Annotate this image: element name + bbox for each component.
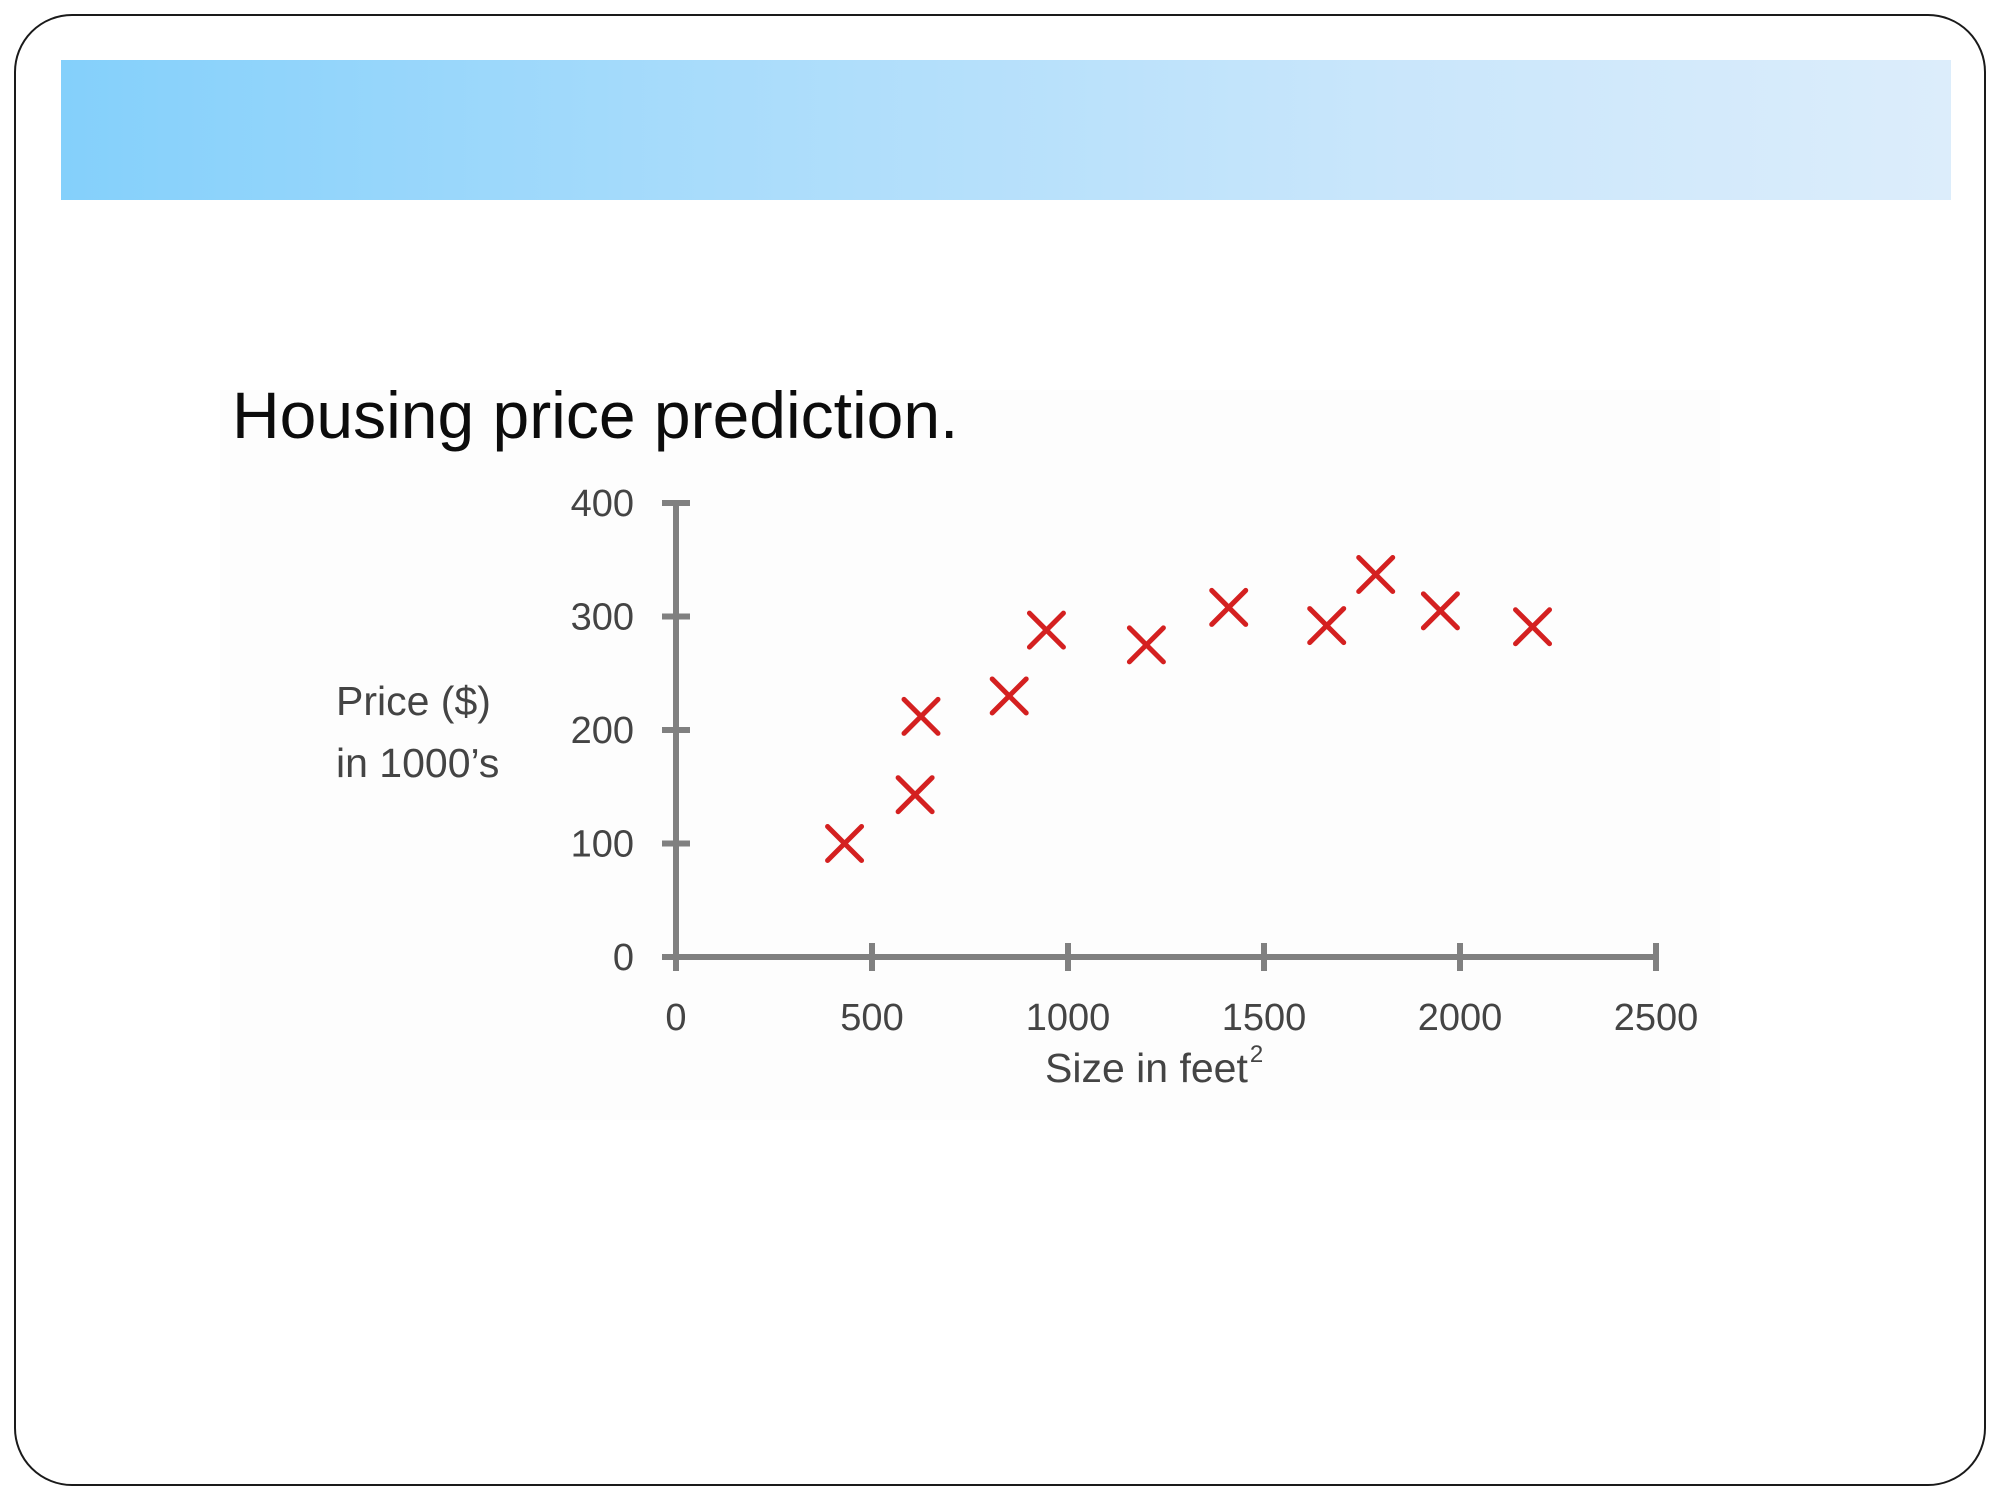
data-point (901, 696, 941, 736)
data-point-stroke (1307, 606, 1347, 646)
data-point (1356, 555, 1396, 595)
data-point (1513, 607, 1553, 647)
data-points (825, 555, 1553, 863)
x-tick-label: 1000 (1026, 997, 1111, 1039)
x-axis-label-text: Size in feet (1045, 1045, 1248, 1091)
chart-panel (220, 390, 1720, 1120)
x-axis-label-superscript: 2 (1249, 1041, 1264, 1068)
axes (662, 503, 1659, 960)
data-point (1026, 610, 1066, 650)
y-axis-label-line-1: Price ($) (336, 678, 491, 724)
data-point-stroke (1209, 587, 1249, 627)
data-point-stroke (1420, 591, 1460, 631)
data-point-stroke (895, 775, 935, 815)
data-point (895, 775, 935, 815)
x-tick-label: 1500 (1222, 997, 1307, 1039)
data-point-stroke (825, 824, 865, 863)
chart-title: Housing price prediction. (232, 378, 959, 452)
data-point (825, 824, 865, 863)
x-tick-label: 0 (665, 997, 686, 1039)
x-tick-label: 2500 (1614, 997, 1699, 1039)
x-tick-label: 2000 (1418, 997, 1503, 1039)
data-point-stroke (1356, 555, 1396, 595)
data-point (1209, 587, 1249, 627)
data-point (989, 676, 1029, 716)
x-tick-label: 500 (840, 997, 903, 1039)
x-axis-label: Size in feet2 (1045, 1043, 1263, 1089)
data-point-stroke (1513, 607, 1553, 647)
data-point-stroke (1026, 610, 1066, 650)
data-point (1307, 606, 1347, 646)
data-point (1126, 625, 1166, 665)
y-tick-label: 100 (571, 824, 634, 866)
y-ticks: 0 100 200 300 400 (571, 483, 690, 979)
y-tick-label: 200 (571, 710, 634, 752)
y-axis-label-line-2: in 1000’s (336, 740, 500, 786)
y-tick-label: 0 (613, 937, 634, 979)
data-point-stroke (1126, 625, 1166, 665)
y-tick-label: 300 (571, 597, 634, 639)
data-point-stroke (989, 676, 1029, 716)
y-axis-label: Price ($) in 1000’s (336, 670, 499, 794)
x-ticks: 0 500 1000 1500 2000 2500 (665, 943, 1698, 1039)
data-point (1420, 591, 1460, 631)
slide-header-band (61, 60, 1951, 200)
y-tick-label: 400 (571, 483, 634, 525)
data-point-stroke (901, 696, 941, 736)
